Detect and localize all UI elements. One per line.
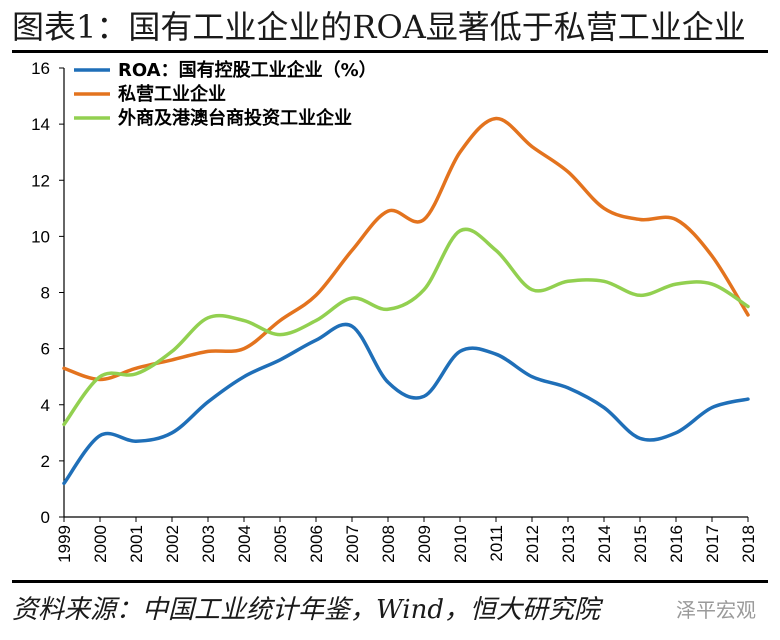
x-tick-label: 2013 <box>559 525 578 563</box>
source-note: 资料来源：中国工业统计年鉴，Wind，恒大研究院 <box>12 595 600 625</box>
x-tick-label: 2007 <box>343 525 362 563</box>
x-tick-label: 2010 <box>451 525 470 563</box>
x-tick-label: 2014 <box>595 525 614 563</box>
x-tick-label: 2003 <box>199 525 218 563</box>
legend-label-1: 私营工业企业 <box>118 83 226 105</box>
x-tick-label: 2009 <box>415 525 434 563</box>
x-tick-label: 2002 <box>163 525 182 563</box>
x-tick-label: 2005 <box>271 525 290 563</box>
x-tick-label: 2012 <box>523 525 542 563</box>
chart-axes: 0 2 4 6 8 10 12 14 16 1999 2000 2001 2002 2003 2004 200… <box>31 59 758 563</box>
x-tick-label: 2008 <box>379 525 398 563</box>
series-line-1 <box>62 116 750 382</box>
title-rule <box>12 50 768 53</box>
y-tick-label: 8 <box>41 284 50 303</box>
x-tick-label: 2018 <box>739 525 758 563</box>
y-tick-label: 16 <box>31 59 50 78</box>
legend-label-0: ROA：国有控股工业企业（%） <box>118 59 377 81</box>
chart-series <box>62 116 750 486</box>
x-tick-label: 2006 <box>307 525 326 563</box>
x-tick-label: 2000 <box>91 525 110 563</box>
y-tick-label: 6 <box>41 340 50 359</box>
x-tick-label: 1999 <box>55 525 74 563</box>
chart-title: 图表1：国有工业企业的ROA显著低于私营工业企业 <box>12 8 746 46</box>
y-tick-label: 2 <box>41 452 50 471</box>
y-tick-label: 4 <box>41 396 50 415</box>
x-tick-label: 2004 <box>235 525 254 563</box>
x-tick-label: 2017 <box>703 525 722 563</box>
watermark-text: 泽平宏观 <box>676 598 756 622</box>
x-tick-label: 2001 <box>127 525 146 563</box>
y-tick-label: 10 <box>31 227 50 246</box>
x-tick-label: 2015 <box>631 525 650 563</box>
y-tick-label: 12 <box>31 171 50 190</box>
x-tick-label: 2011 <box>487 525 506 562</box>
y-tick-label: 14 <box>31 115 50 134</box>
legend-label-2: 外商及港澳台商投资工业企业 <box>118 107 352 129</box>
y-tick-label: 0 <box>41 508 50 527</box>
line-chart: 0 2 4 6 8 10 12 14 16 1999 2000 2001 2002 2003 2004 200… <box>31 59 758 563</box>
source-rule <box>12 580 768 583</box>
series-line-0 <box>62 322 750 486</box>
x-tick-label: 2016 <box>667 525 686 563</box>
series-line-2 <box>62 227 750 427</box>
